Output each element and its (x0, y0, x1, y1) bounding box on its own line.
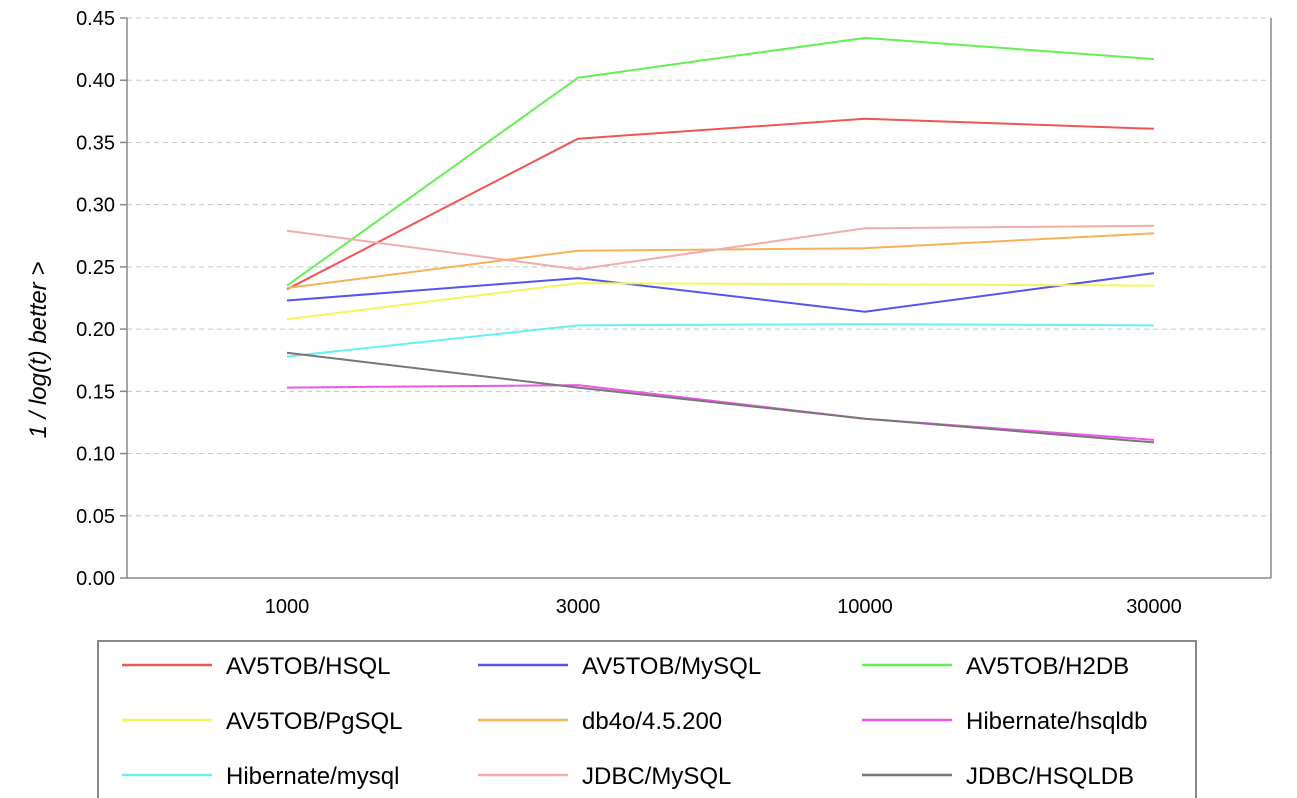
y-tick-label: 0.35 (76, 132, 115, 154)
legend-label: AV5TOB/MySQL (582, 653, 761, 680)
x-tick-labels: 1000 3000 10000 30000 (265, 596, 1182, 618)
legend-box (97, 640, 1197, 798)
x-tick-label: 10000 (837, 596, 893, 618)
axes (120, 17, 1272, 579)
x-tick-label: 30000 (1126, 596, 1182, 618)
legend-label: JDBC/HSQLDB (966, 763, 1134, 790)
y-tick-label: 0.20 (76, 319, 115, 341)
legend-label: db4o/4.5.200 (582, 708, 722, 735)
legend-label: AV5TOB/PgSQL (226, 708, 403, 735)
y-tick-label: 0.15 (76, 381, 115, 403)
series-line-av5tob-mysql (286, 272, 1155, 313)
series-line-av5tob-h2db (286, 36, 1155, 287)
y-tick-label: 0.00 (76, 568, 115, 590)
grid-lines (127, 17, 1271, 517)
series-line-jdbc-hsqldb (286, 351, 1155, 444)
series-line-av5tob-pgsql (286, 282, 1155, 321)
series-line-hibernate-hsqldb (286, 384, 1155, 441)
legend-label: JDBC/MySQL (582, 763, 731, 790)
x-tick-label: 3000 (556, 596, 601, 618)
series-lines (286, 36, 1155, 444)
y-tick-label: 0.05 (76, 506, 115, 528)
series-line-av5tob-hsql (286, 117, 1155, 291)
y-tick-label: 0.25 (76, 257, 115, 279)
series-line-db4o-4-5-200 (286, 232, 1155, 289)
series-line-jdbc-mysql (286, 224, 1155, 271)
y-tick-label: 0.40 (76, 70, 115, 92)
y-tick-label: 0.30 (76, 195, 115, 217)
series-line-hibernate-mysql (286, 323, 1155, 358)
legend-label: AV5TOB/HSQL (226, 653, 391, 680)
y-axis-label: 1 / log(t) better > (25, 262, 52, 439)
legend-label: AV5TOB/H2DB (966, 653, 1129, 680)
legend-label: Hibernate/hsqldb (966, 708, 1147, 735)
legend-label: Hibernate/mysql (226, 763, 399, 790)
y-tick-labels: 0.00 0.05 0.10 0.15 0.20 0.25 0.30 0.35 0.40 0.45 (76, 8, 115, 590)
y-tick-label: 0.45 (76, 8, 115, 30)
legend: AV5TOB/HSQL AV5TOB/MySQL AV5TOB/H2DB AV5TOB… (97, 640, 1197, 798)
x-tick-label: 1000 (265, 596, 310, 618)
y-tick-label: 0.10 (76, 444, 115, 466)
